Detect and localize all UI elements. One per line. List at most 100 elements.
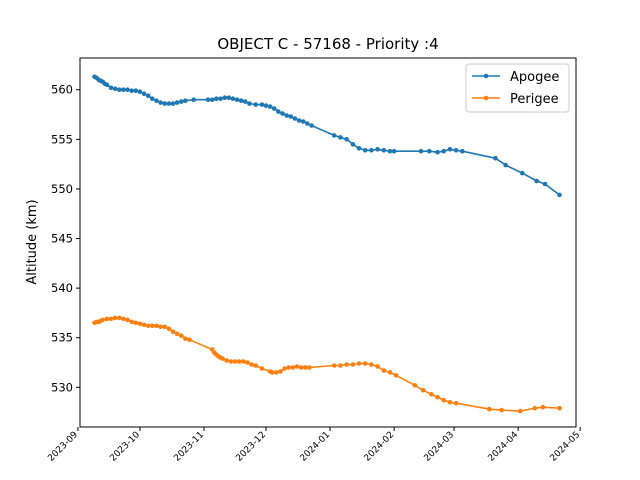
apogee-point — [503, 162, 509, 168]
apogee-point — [460, 148, 465, 154]
apogee-point — [387, 148, 393, 154]
y-tick-label: 540 — [51, 281, 73, 295]
y-tick-label: 560 — [51, 83, 73, 97]
apogee-point — [331, 133, 337, 138]
apogee-point — [121, 87, 126, 92]
apogee-point — [267, 104, 273, 109]
apogee-point — [447, 147, 453, 152]
apogee-point — [520, 170, 525, 176]
apogee-point — [170, 101, 176, 106]
perigee-point — [129, 319, 134, 325]
apogee-point — [234, 97, 240, 102]
plot-area — [92, 74, 562, 414]
apogee-point — [272, 106, 277, 111]
y-tick-label: 535 — [51, 331, 73, 345]
perigee-point — [236, 359, 242, 364]
apogee-point — [222, 95, 227, 100]
perigee-point — [162, 324, 167, 330]
perigee-point — [125, 317, 130, 323]
perigee-point — [249, 362, 254, 367]
perigee-point — [112, 315, 118, 321]
apogee-point — [226, 95, 232, 100]
perigee-point — [141, 322, 147, 328]
apogee-point — [108, 85, 114, 91]
apogee-point — [534, 178, 539, 184]
perigee-point — [338, 363, 343, 368]
apogee-point — [230, 96, 236, 101]
perigee-point — [453, 400, 459, 406]
apogee-point — [137, 89, 143, 94]
perigee-point — [259, 366, 265, 371]
perigee-point — [183, 336, 188, 342]
perigee-point — [447, 399, 453, 405]
perigee-point — [375, 364, 380, 369]
apogee-point — [158, 100, 163, 105]
apogee-point — [247, 101, 252, 106]
y-tick-label: 555 — [51, 132, 73, 146]
apogee-point — [542, 181, 548, 187]
apogee-point — [179, 99, 184, 104]
perigee-point — [517, 408, 523, 414]
perigee-point — [245, 360, 250, 365]
perigee-point — [290, 365, 296, 370]
perigee-point — [224, 358, 229, 363]
perigee-point — [429, 392, 434, 397]
apogee-point — [238, 98, 244, 103]
apogee-legend-marker — [483, 73, 489, 79]
perigee-point — [100, 317, 105, 323]
apogee-point — [145, 93, 151, 98]
perigee-point — [104, 316, 110, 322]
apogee-point — [362, 148, 368, 153]
apogee-point — [191, 97, 196, 102]
apogee-point — [104, 82, 110, 88]
apogee-point — [253, 102, 258, 107]
perigee-point — [435, 394, 440, 400]
apogee-point — [305, 121, 310, 126]
apogee-point — [288, 114, 294, 119]
y-tick-label: 545 — [51, 232, 73, 246]
perigee-point — [170, 329, 176, 335]
perigee-point — [133, 320, 139, 326]
perigee-point — [253, 363, 258, 368]
perigee-point — [145, 323, 151, 329]
perigee-point — [362, 361, 368, 366]
apogee-point — [263, 103, 269, 108]
apogee-point — [453, 148, 459, 153]
perigee-point — [117, 315, 122, 321]
perigee-point — [241, 359, 246, 364]
perigee-point — [174, 331, 180, 337]
apogee-point — [292, 116, 298, 121]
y-tick-label: 550 — [51, 182, 73, 196]
perigee-point — [121, 316, 126, 322]
apogee-point — [284, 113, 290, 118]
apogee-legend-label: Apogee — [510, 70, 559, 85]
apogee-point — [259, 102, 265, 107]
apogee-point — [133, 88, 139, 93]
perigee-point — [369, 362, 374, 367]
apogee-point — [557, 192, 562, 198]
plot-frame — [79, 57, 577, 428]
apogee-point — [441, 148, 447, 154]
chart-title: OBJECT C - 57168 - Priority :4 — [217, 35, 438, 53]
apogee-point — [214, 96, 219, 101]
apogee-point — [276, 109, 281, 114]
perigee-point — [356, 361, 362, 366]
perigee-point — [137, 321, 143, 327]
apogee-point — [154, 98, 159, 103]
perigee-point — [179, 333, 184, 339]
perigee-point — [307, 365, 312, 370]
apogee-point — [117, 87, 122, 92]
apogee-point — [356, 146, 362, 151]
apogee-point — [369, 148, 374, 153]
apogee-point — [493, 155, 498, 161]
perigee-point — [557, 405, 562, 411]
perigee-point — [331, 363, 337, 368]
apogee-point — [218, 96, 223, 101]
apogee-point — [125, 87, 130, 92]
perigee-point — [381, 368, 387, 373]
y-axis-label: Altitude (km) — [25, 199, 40, 284]
perigee-point — [344, 362, 349, 367]
perigee-point — [298, 365, 304, 370]
apogee-point — [300, 119, 306, 124]
